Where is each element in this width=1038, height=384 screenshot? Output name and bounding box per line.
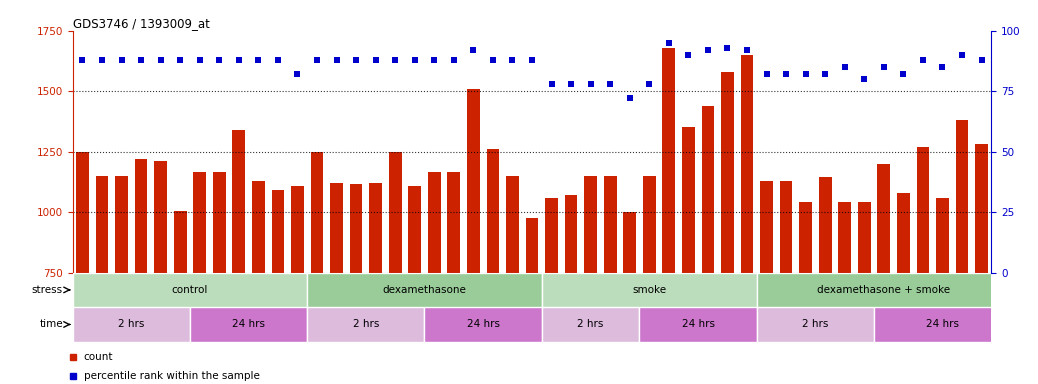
- Text: dexamethasone: dexamethasone: [383, 285, 466, 295]
- Text: 2 hrs: 2 hrs: [118, 319, 144, 329]
- Bar: [370, 183, 382, 384]
- Bar: [565, 195, 577, 384]
- Bar: [757, 273, 1011, 307]
- Text: 24 hrs: 24 hrs: [467, 319, 499, 329]
- Bar: [447, 172, 460, 384]
- Bar: [639, 307, 757, 342]
- Bar: [584, 176, 597, 384]
- Bar: [272, 190, 284, 384]
- Bar: [389, 152, 402, 384]
- Bar: [252, 181, 265, 384]
- Bar: [155, 161, 167, 384]
- Bar: [350, 184, 362, 384]
- Bar: [542, 273, 757, 307]
- Bar: [624, 212, 636, 384]
- Bar: [682, 127, 694, 384]
- Bar: [291, 185, 304, 384]
- Text: smoke: smoke: [632, 285, 666, 295]
- Text: 24 hrs: 24 hrs: [233, 319, 265, 329]
- Text: 24 hrs: 24 hrs: [682, 319, 714, 329]
- Bar: [310, 152, 323, 384]
- Bar: [956, 120, 968, 384]
- Bar: [73, 273, 307, 307]
- Bar: [467, 89, 480, 384]
- Text: dexamethasone + smoke: dexamethasone + smoke: [817, 285, 951, 295]
- Text: time: time: [39, 319, 63, 329]
- Text: control: control: [171, 285, 209, 295]
- Bar: [213, 172, 225, 384]
- Bar: [799, 202, 812, 384]
- Text: 2 hrs: 2 hrs: [353, 319, 379, 329]
- Bar: [702, 106, 714, 384]
- Bar: [780, 181, 792, 384]
- Text: count: count: [84, 351, 113, 362]
- Bar: [757, 307, 874, 342]
- Bar: [741, 55, 754, 384]
- Bar: [95, 176, 108, 384]
- Bar: [76, 152, 89, 384]
- Text: 2 hrs: 2 hrs: [802, 319, 828, 329]
- Bar: [917, 147, 929, 384]
- Bar: [662, 48, 675, 384]
- Bar: [115, 176, 128, 384]
- Bar: [839, 202, 851, 384]
- Bar: [874, 307, 1011, 342]
- Bar: [975, 144, 988, 384]
- Text: 2 hrs: 2 hrs: [577, 319, 604, 329]
- Bar: [73, 307, 190, 342]
- Text: stress: stress: [32, 285, 63, 295]
- Bar: [307, 273, 542, 307]
- Bar: [525, 218, 539, 384]
- Bar: [897, 193, 909, 384]
- Bar: [819, 177, 831, 384]
- Text: percentile rank within the sample: percentile rank within the sample: [84, 371, 260, 381]
- Bar: [507, 176, 519, 384]
- Bar: [428, 172, 440, 384]
- Bar: [643, 176, 656, 384]
- Bar: [545, 198, 557, 384]
- Bar: [877, 164, 891, 384]
- Bar: [193, 172, 207, 384]
- Bar: [135, 159, 147, 384]
- Bar: [330, 183, 343, 384]
- Bar: [408, 185, 421, 384]
- Bar: [936, 198, 949, 384]
- Bar: [233, 130, 245, 384]
- Bar: [173, 211, 187, 384]
- Bar: [190, 307, 307, 342]
- Bar: [542, 307, 639, 342]
- Text: 24 hrs: 24 hrs: [926, 319, 959, 329]
- Bar: [307, 307, 425, 342]
- Bar: [604, 176, 617, 384]
- Bar: [760, 181, 773, 384]
- Bar: [425, 307, 542, 342]
- Bar: [857, 202, 871, 384]
- Bar: [487, 149, 499, 384]
- Text: GDS3746 / 1393009_at: GDS3746 / 1393009_at: [73, 17, 210, 30]
- Bar: [721, 72, 734, 384]
